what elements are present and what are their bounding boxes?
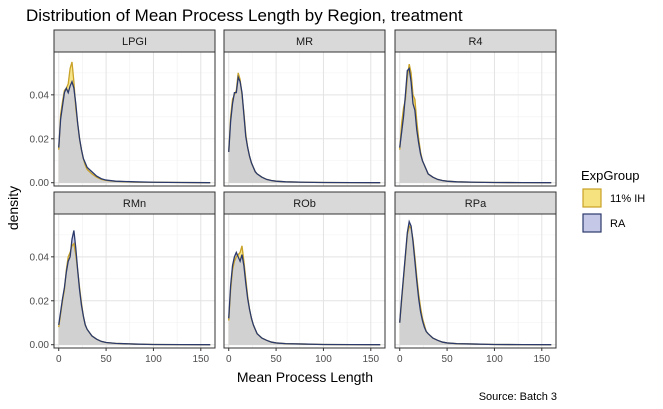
legend-swatch (582, 213, 602, 233)
legend: ExpGroup 11% IH RA (581, 168, 645, 233)
strip-label: R4 (468, 36, 482, 48)
density-line-ra (399, 219, 552, 346)
strip-label: RMn (123, 198, 146, 210)
density-line-ra (58, 230, 211, 346)
y-tick-label: 0.02 (30, 296, 50, 307)
y-tick-label: 0.02 (30, 134, 50, 145)
x-axis-label: Mean Process Length (237, 369, 373, 385)
y-tick-label: 0.00 (30, 340, 50, 351)
panel-r4: R4 (394, 29, 557, 187)
strip-label: ROb (293, 198, 316, 210)
legend-swatch (582, 188, 602, 208)
strip-label: RPa (465, 198, 487, 210)
density-line-ra (228, 74, 381, 184)
panel-border (223, 51, 386, 187)
panel-mr: MR (223, 29, 386, 187)
density-overlap-area (399, 68, 552, 183)
density-overlap-area (228, 254, 381, 345)
strip-label: MR (296, 36, 313, 48)
density-line-ra (228, 250, 381, 346)
legend-label: 11% IH (610, 193, 645, 205)
panel-border (394, 51, 557, 187)
x-tick-label: 100 (486, 354, 503, 365)
density-overlap-area (399, 226, 552, 345)
x-tick-label: 100 (145, 354, 162, 365)
x-tick-label: 100 (315, 354, 332, 365)
x-tick-label: 0 (56, 354, 62, 365)
density-line-ra (399, 66, 552, 184)
legend-label: RA (610, 218, 626, 230)
x-tick-label: 150 (192, 354, 209, 365)
panel-rmn: RMn 0 50 100 150 0.00 0.02 0.04 (30, 191, 216, 365)
x-tick-label: 50 (101, 354, 113, 365)
panel-rpa: RPa 0 50 100 150 (394, 191, 557, 365)
panel-border (394, 213, 557, 349)
y-tick-label: 0.04 (30, 90, 50, 101)
panel-lpgi: LPGI 0.00 0.02 0.04 (30, 29, 216, 189)
panel-border (223, 213, 386, 349)
chart-title: Distribution of Mean Process Length by R… (26, 6, 463, 25)
panel-border (53, 213, 216, 349)
y-tick-label: 0.04 (30, 252, 50, 263)
x-tick-label: 0 (397, 354, 403, 365)
density-line-ra (58, 79, 211, 184)
density-overlap-area (228, 77, 381, 183)
panels-group: LPGI 0.00 0.02 0.04 MR R4 RMn 0 50 100 150 0.00 0.02… (30, 29, 557, 365)
panel-rob: ROb 0 50 100 150 (223, 191, 386, 365)
y-tick-label: 0.00 (30, 178, 50, 189)
x-tick-label: 150 (362, 354, 379, 365)
caption: Source: Batch 3 (479, 391, 557, 403)
x-tick-label: 50 (271, 354, 283, 365)
legend-title: ExpGroup (581, 168, 640, 183)
x-tick-label: 50 (442, 354, 454, 365)
panel-border (53, 51, 216, 187)
y-axis-label: density (5, 186, 21, 230)
density-overlap-area (58, 243, 211, 345)
x-tick-label: 0 (226, 354, 232, 365)
strip-label: LPGI (122, 36, 147, 48)
x-tick-label: 150 (533, 354, 550, 365)
